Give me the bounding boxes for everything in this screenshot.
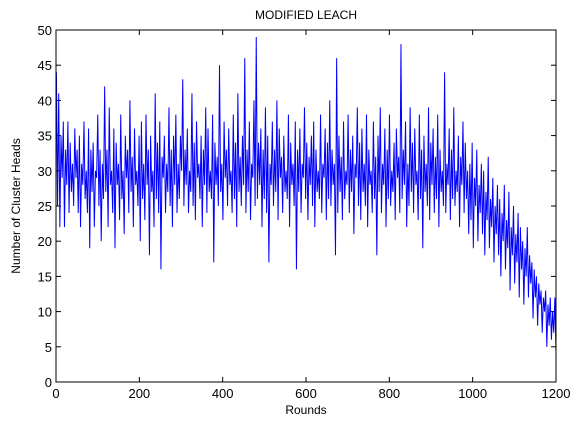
y-tick-label: 45 (38, 58, 52, 73)
chart-title: MODIFIED LEACH (255, 8, 357, 22)
y-tick-label: 30 (38, 164, 52, 179)
y-axis-title: Number of Cluster Heads (9, 138, 23, 273)
plot-area (56, 30, 556, 382)
x-tick-label: 400 (212, 386, 234, 401)
y-tick-label: 10 (38, 305, 52, 320)
x-tick-label: 1200 (542, 386, 570, 401)
y-tick-label: 25 (38, 199, 52, 214)
y-tick-label: 15 (38, 269, 52, 284)
x-tick-label: 1000 (458, 386, 487, 401)
y-tick-label: 5 (45, 340, 52, 355)
x-tick-label: 600 (295, 386, 317, 401)
x-axis-title: Rounds (285, 403, 326, 417)
y-tick-label: 20 (38, 234, 52, 249)
y-tick-label: 40 (38, 93, 52, 108)
x-tick-labels: 0 200 400 600 800 1000 1200 (52, 386, 570, 401)
x-tick-label: 0 (52, 386, 59, 401)
series-layer (55, 37, 557, 354)
y-tick-label: 50 (38, 23, 52, 38)
y-tick-labels: 0 5 10 15 20 25 30 35 40 45 50 (38, 23, 52, 390)
y-tick-label: 0 (45, 375, 52, 390)
plot-frame (55, 29, 557, 383)
series-line-cluster-heads (55, 37, 557, 354)
x-tick-label: 800 (378, 386, 400, 401)
x-tick-label: 200 (128, 386, 150, 401)
y-tick-label: 35 (38, 129, 52, 144)
